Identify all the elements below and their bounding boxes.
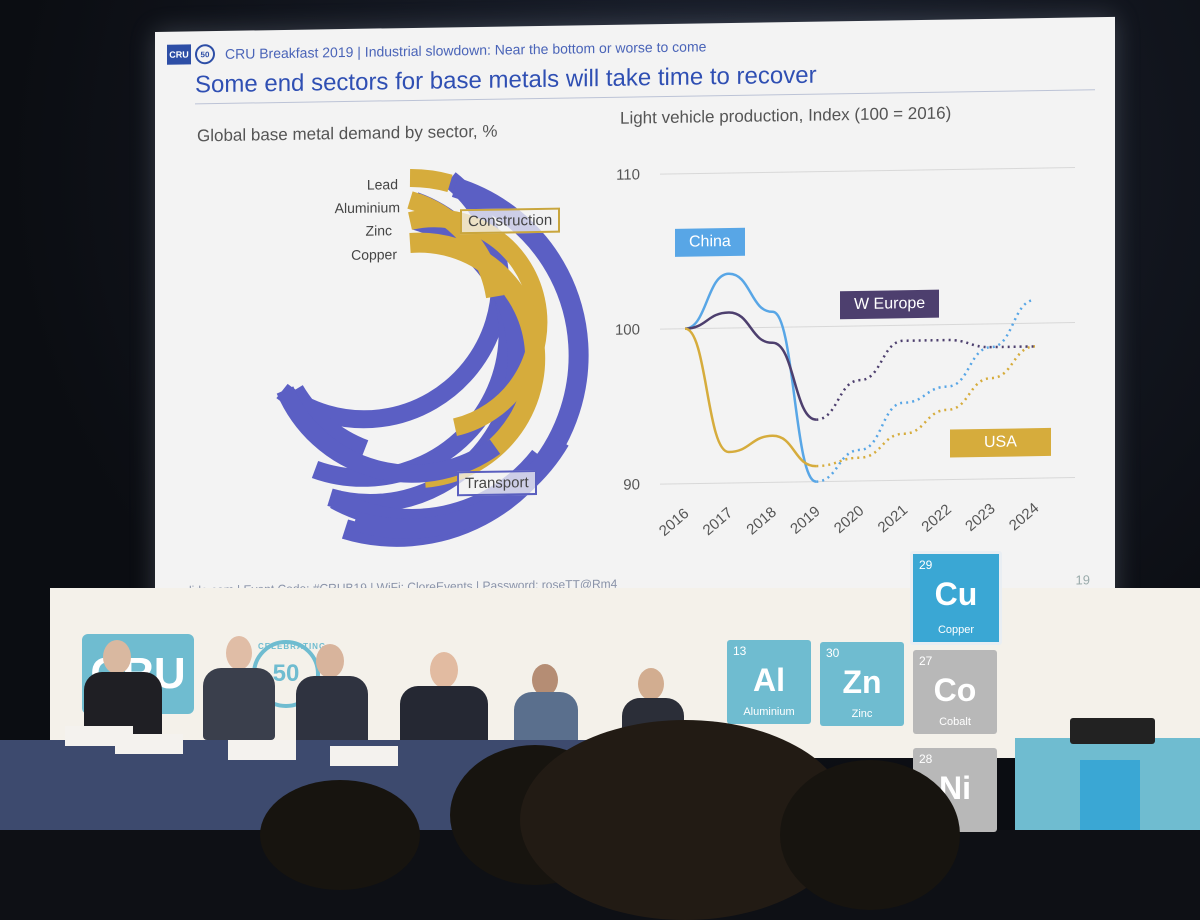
tile-symbol: Cu bbox=[934, 576, 978, 612]
x-tick-label: 2023 bbox=[962, 500, 998, 535]
blue-block-accent bbox=[1080, 760, 1140, 830]
tile-symbol: Al bbox=[753, 662, 785, 698]
element-tile-co: 27 Co Cobalt bbox=[913, 650, 997, 734]
element-tile-al: 13 Al Aluminium bbox=[727, 640, 811, 724]
tile-name: Zinc bbox=[851, 708, 873, 720]
ring-label-aluminium: Aluminium bbox=[334, 199, 400, 217]
x-tick-label: 2016 bbox=[656, 505, 692, 540]
series-w-europe-forecast bbox=[816, 338, 1035, 421]
nameplate bbox=[115, 734, 183, 754]
x-tick-label: 2020 bbox=[831, 502, 867, 537]
tile-number: 27 bbox=[919, 654, 933, 668]
y-tick-label: 110 bbox=[616, 166, 640, 183]
tile-number: 28 bbox=[919, 752, 933, 766]
gridline bbox=[660, 477, 1075, 485]
ring-zinc-gold bbox=[408, 209, 548, 437]
callout-construction: Construction bbox=[460, 207, 561, 235]
x-tick-label: 2019 bbox=[787, 503, 823, 538]
series-china-actual bbox=[684, 272, 817, 483]
ring-label-lead: Lead bbox=[366, 176, 398, 193]
series-usa-actual bbox=[684, 327, 817, 468]
x-tick-label: 2017 bbox=[700, 504, 736, 539]
legend-tag-usa: USA bbox=[950, 427, 1051, 458]
tile-name: Cobalt bbox=[939, 716, 971, 728]
lower-blue-arc-1 bbox=[276, 386, 501, 483]
legend-tag-weurope: W Europe bbox=[840, 289, 940, 320]
ring-lead-gold bbox=[409, 168, 453, 193]
ring-label-copper: Copper bbox=[351, 246, 397, 263]
ring-copper-blue bbox=[287, 384, 369, 458]
gridline bbox=[660, 322, 1075, 330]
tile-name: Copper bbox=[937, 624, 975, 636]
celebrating-text: CELEBRATING bbox=[258, 642, 327, 651]
x-tick-label: 2021 bbox=[875, 502, 911, 537]
tile-symbol: Co bbox=[933, 672, 977, 708]
presentation-slide: CRU 50 CRU Breakfast 2019 | Industrial s… bbox=[155, 16, 1115, 620]
element-tile-cu: 29 Cu Copper bbox=[910, 551, 1002, 645]
x-tick-label: 2024 bbox=[1006, 500, 1042, 535]
ring-label-zinc: Zinc bbox=[365, 222, 392, 239]
audience-head bbox=[780, 760, 960, 910]
tile-number: 29 bbox=[919, 558, 933, 572]
legend-tag-china: China bbox=[675, 227, 745, 257]
callout-transport: Transport bbox=[457, 470, 537, 497]
x-tick-label: 2018 bbox=[743, 504, 779, 539]
x-tick-label: 2022 bbox=[918, 501, 954, 536]
audience-head bbox=[260, 780, 420, 890]
series-china-forecast bbox=[816, 298, 1036, 483]
nameplate bbox=[330, 746, 398, 766]
nameplate bbox=[228, 740, 296, 760]
y-tick-label: 100 bbox=[615, 321, 640, 338]
light-vehicle-line-chart: 90 100 110 2016 2017 2018 2019 2020 2021 2022 2023… bbox=[615, 166, 1075, 540]
element-tile-zn: 30 Zn Zinc bbox=[820, 642, 904, 726]
tile-number: 13 bbox=[733, 644, 747, 658]
tile-name: Aluminium bbox=[743, 706, 795, 718]
series-w-europe-actual bbox=[684, 311, 817, 421]
slide-page-number: 19 bbox=[1075, 572, 1090, 588]
gridline bbox=[660, 167, 1075, 175]
y-tick-label: 90 bbox=[623, 476, 640, 493]
laptop bbox=[1070, 718, 1155, 744]
lower-blue-arc-3 bbox=[351, 435, 569, 539]
tile-number: 30 bbox=[826, 646, 840, 660]
tile-symbol: Zn bbox=[842, 664, 882, 700]
